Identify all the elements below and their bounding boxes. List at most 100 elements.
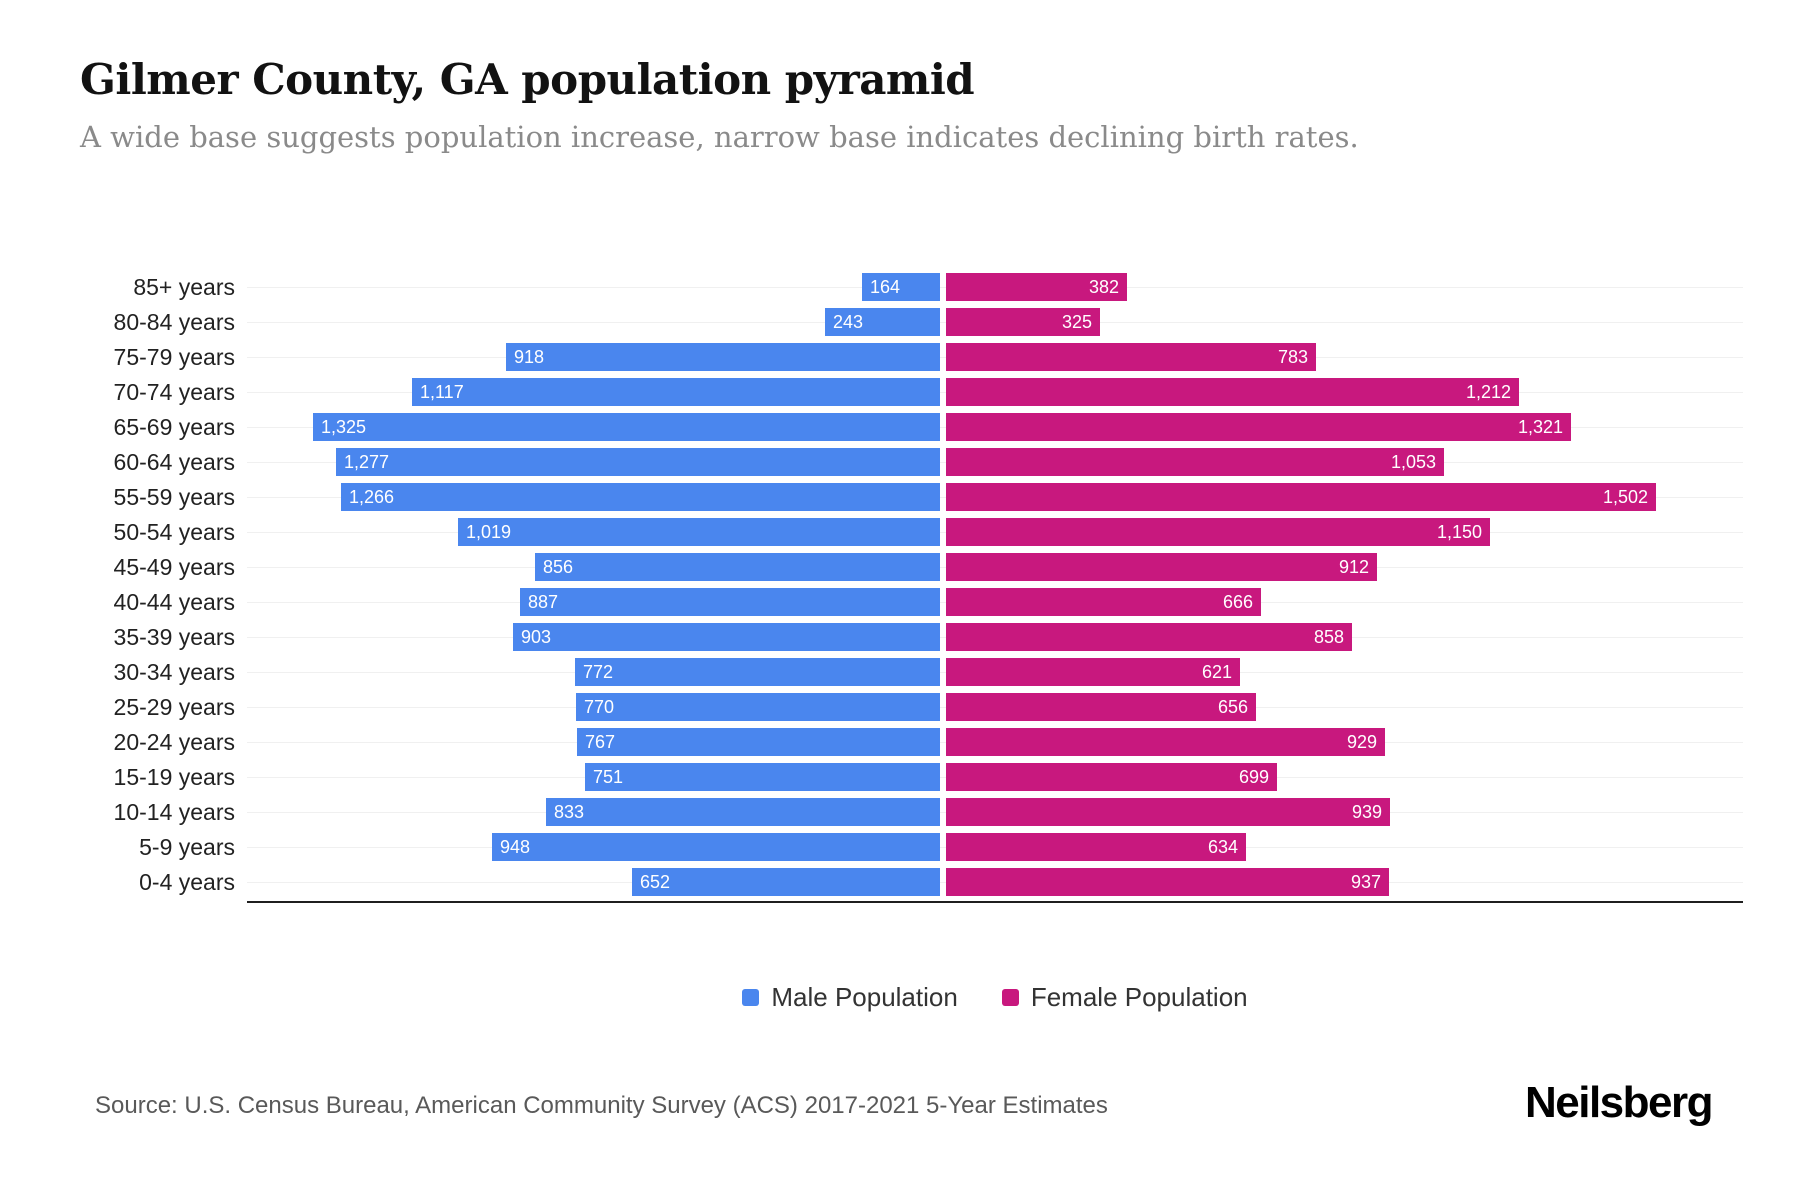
- female-bar-value: 634: [1207, 836, 1238, 857]
- female-bar-value: 912: [1338, 556, 1369, 577]
- female-bar-value: 783: [1277, 346, 1308, 367]
- age-axis-label: 10-14 years: [113, 799, 235, 825]
- male-bar: 767: [577, 728, 940, 756]
- age-axis-label: 65-69 years: [113, 414, 235, 440]
- source-text: Source: U.S. Census Bureau, American Com…: [95, 1092, 1108, 1119]
- male-bar: 887: [520, 588, 940, 616]
- male-bar: 1,277: [336, 448, 940, 476]
- female-bar: 939: [946, 798, 1390, 826]
- male-bar: 1,325: [313, 413, 940, 441]
- male-bar-value: 1,277: [344, 451, 390, 472]
- female-bar-value: 1,502: [1602, 486, 1648, 507]
- female-bar: 666: [946, 588, 1261, 616]
- male-bar: 918: [506, 343, 940, 371]
- female-bar-value: 621: [1201, 661, 1232, 682]
- legend-label-female: Female Population: [1030, 982, 1248, 1012]
- age-axis-label: 25-29 years: [113, 694, 235, 720]
- female-bar: 937: [946, 868, 1389, 896]
- male-bar: 1,019: [458, 518, 940, 546]
- male-bar-value: 770: [584, 696, 615, 717]
- age-axis-label: 20-24 years: [113, 729, 235, 755]
- male-bar-value: 772: [583, 661, 614, 682]
- female-bar-value: 656: [1217, 696, 1248, 717]
- male-bar: 164: [862, 273, 940, 301]
- male-bar: 948: [492, 833, 940, 861]
- male-bar: 856: [535, 553, 940, 581]
- age-axis-label: 50-54 years: [113, 519, 235, 545]
- male-bar-value: 1,266: [349, 486, 395, 507]
- age-axis-label: 40-44 years: [113, 589, 235, 615]
- male-bar: 243: [825, 308, 940, 336]
- male-bar: 770: [576, 693, 940, 721]
- age-axis-label: 35-39 years: [113, 624, 235, 650]
- x-axis-line: [247, 901, 1743, 903]
- female-bar: 656: [946, 693, 1256, 721]
- male-bar: 833: [546, 798, 940, 826]
- age-axis-label: 15-19 years: [113, 764, 235, 790]
- male-bar-value: 1,117: [420, 381, 464, 402]
- legend-label-male: Male Population: [771, 982, 958, 1012]
- male-bar-value: 243: [833, 311, 864, 332]
- age-axis-label: 5-9 years: [139, 834, 235, 860]
- male-bar: 903: [513, 623, 940, 651]
- female-bar-value: 666: [1222, 591, 1253, 612]
- female-bar: 929: [946, 728, 1385, 756]
- female-bar: 912: [946, 553, 1377, 581]
- male-bar-value: 887: [528, 591, 559, 612]
- female-bar-value: 1,212: [1465, 381, 1511, 402]
- age-axis-label: 75-79 years: [113, 344, 235, 370]
- female-bar: 621: [946, 658, 1240, 686]
- age-axis-label: 60-64 years: [113, 449, 235, 475]
- male-bar-value: 652: [640, 871, 671, 892]
- male-legend-swatch-icon: [742, 989, 760, 1006]
- female-bar-value: 929: [1346, 731, 1377, 752]
- female-bar-value: 325: [1061, 311, 1092, 332]
- female-bar: 382: [946, 273, 1127, 301]
- legend-item-male[interactable]: Male Population: [742, 982, 958, 1013]
- male-bar-value: 833: [554, 801, 585, 822]
- age-axis-label: 80-84 years: [113, 309, 235, 335]
- page-title: Gilmer County, GA population pyramid: [80, 55, 975, 104]
- male-bar-value: 948: [500, 836, 531, 857]
- female-bar: 1,212: [946, 378, 1519, 406]
- age-axis-label: 70-74 years: [113, 379, 235, 405]
- male-bar-value: 1,325: [321, 416, 367, 437]
- population-pyramid-plot: 164 382 243 325 918 783 1,117 1,212 1,325 1,321 1,…: [247, 270, 1743, 900]
- female-bar-value: 939: [1351, 801, 1382, 822]
- age-axis-label: 85+ years: [133, 274, 235, 300]
- age-axis-label: 45-49 years: [113, 554, 235, 580]
- brand-logo: Neilsberg: [1524, 1078, 1714, 1127]
- male-bar-value: 856: [543, 556, 574, 577]
- male-bar: 772: [575, 658, 940, 686]
- female-bar-value: 858: [1313, 626, 1344, 647]
- male-bar-value: 767: [585, 731, 616, 752]
- female-bar-value: 1,321: [1517, 416, 1563, 437]
- female-bar-value: 937: [1350, 871, 1381, 892]
- female-bar: 699: [946, 763, 1277, 791]
- male-bar-value: 903: [521, 626, 552, 647]
- female-legend-swatch-icon: [1001, 989, 1019, 1006]
- female-bar: 858: [946, 623, 1352, 651]
- age-axis-label: 55-59 years: [113, 484, 235, 510]
- male-bar: 652: [632, 868, 940, 896]
- female-bar: 1,150: [946, 518, 1490, 546]
- age-axis: 85+ years 80-84 years 75-79 years 70-74 yea…: [40, 270, 235, 900]
- male-bar-value: 164: [870, 276, 901, 297]
- female-bar: 783: [946, 343, 1316, 371]
- legend-item-female[interactable]: Female Population: [1001, 982, 1248, 1013]
- female-bar: 325: [946, 308, 1100, 336]
- page-subtitle: A wide base suggests population increase…: [80, 120, 1359, 154]
- age-axis-label: 0-4 years: [139, 869, 235, 895]
- male-bar-value: 751: [593, 766, 624, 787]
- female-bar-value: 382: [1088, 276, 1119, 297]
- male-bar: 1,117: [412, 378, 940, 406]
- male-bar-value: 918: [514, 346, 545, 367]
- legend: Male Population Female Population: [247, 982, 1743, 1013]
- female-bar: 1,321: [946, 413, 1571, 441]
- male-bar: 1,266: [341, 483, 940, 511]
- male-bar: 751: [585, 763, 940, 791]
- female-bar: 1,502: [946, 483, 1656, 511]
- male-bar-value: 1,019: [466, 521, 512, 542]
- age-axis-label: 30-34 years: [113, 659, 235, 685]
